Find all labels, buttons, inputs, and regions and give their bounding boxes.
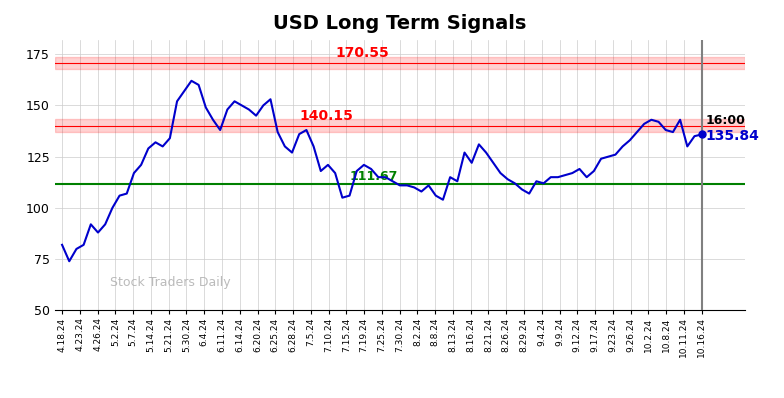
- Text: 140.15: 140.15: [299, 109, 353, 123]
- Text: Stock Traders Daily: Stock Traders Daily: [110, 276, 230, 289]
- Bar: [55, 119, 745, 132]
- Text: 16:00: 16:00: [706, 113, 745, 127]
- Text: 111.67: 111.67: [350, 170, 398, 183]
- Title: USD Long Term Signals: USD Long Term Signals: [273, 14, 527, 33]
- Text: 135.84: 135.84: [706, 129, 759, 144]
- Text: 170.55: 170.55: [335, 46, 389, 60]
- Bar: [55, 57, 745, 69]
